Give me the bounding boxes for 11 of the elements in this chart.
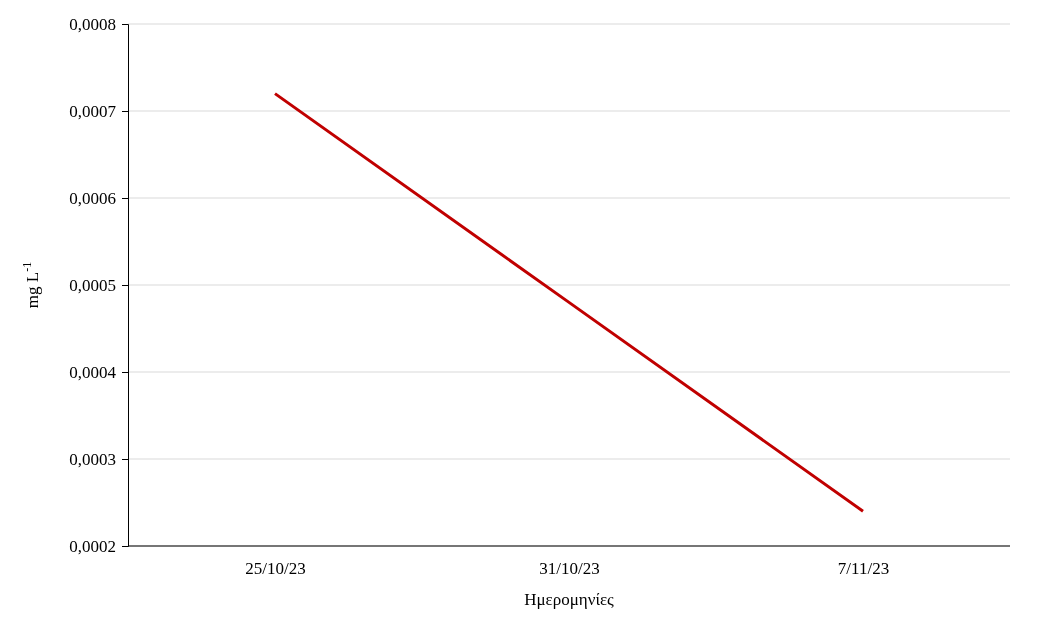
y-tick-label: 0,0002 <box>69 536 116 556</box>
y-tick-label: 0,0008 <box>69 14 116 34</box>
y-tick-label: 0,0003 <box>69 449 116 469</box>
y-tick-label: 0,0004 <box>69 362 117 382</box>
x-tick-label: 31/10/23 <box>539 559 600 579</box>
x-tick-label: 7/11/23 <box>837 559 890 579</box>
y-tick-label: 0,0005 <box>69 275 116 295</box>
x-axis-title: Ημερομηνίες <box>524 590 615 609</box>
x-tick-label: 25/10/23 <box>245 559 306 579</box>
y-tick-label: 0,0006 <box>69 188 116 208</box>
y-tick-label: 0,0007 <box>69 101 117 121</box>
